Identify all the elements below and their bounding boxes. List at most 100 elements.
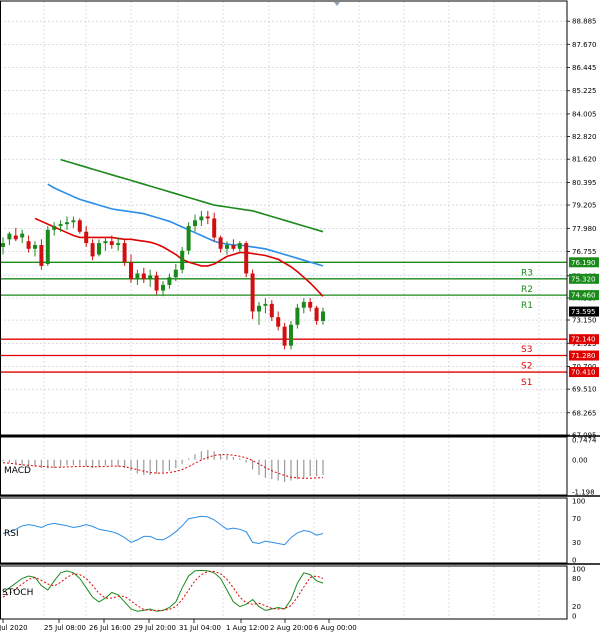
resistance-label: R1 xyxy=(521,301,533,311)
candle-body xyxy=(218,237,223,249)
candle-body xyxy=(173,269,178,278)
candle-body xyxy=(167,277,172,285)
macd-title: MACD xyxy=(4,466,31,476)
candle-body xyxy=(257,305,261,312)
candle-body xyxy=(52,226,57,230)
price-tick-label: 69.510 xyxy=(572,386,597,394)
price-tick-label: 73.150 xyxy=(572,317,597,325)
rsi-title: RSI xyxy=(4,529,19,539)
support-price-tag-bg xyxy=(569,334,599,345)
support-price-tag: 71.280 xyxy=(571,352,596,360)
candle-body xyxy=(84,231,89,244)
candle-body xyxy=(65,222,69,225)
candle-body xyxy=(282,326,287,346)
candle-body xyxy=(122,243,127,263)
time-tick-label: 6 Aug 00:00 xyxy=(314,624,357,632)
indicator-tick-label: 70 xyxy=(572,515,581,523)
candle-body xyxy=(244,243,249,274)
stoch-d-line xyxy=(2,570,324,611)
candle-body xyxy=(237,243,242,249)
candle-body xyxy=(103,241,108,244)
candle-body xyxy=(250,273,255,312)
current-price-tag: 73.595 xyxy=(571,308,596,316)
candle-body xyxy=(212,218,217,238)
indicator-tick-label: 100 xyxy=(572,566,585,574)
time-tick-label: 2 Aug 20:00 xyxy=(270,624,313,632)
panel-frames xyxy=(0,0,600,620)
candle-body xyxy=(199,216,204,221)
candle-body xyxy=(77,220,82,232)
panel-border xyxy=(0,497,568,564)
candle-body xyxy=(321,311,325,321)
candle-body xyxy=(269,303,274,318)
candle-body xyxy=(20,233,25,238)
price-tick-label: 77.980 xyxy=(572,225,597,233)
indicator-tick-label: 0.7474 xyxy=(572,437,597,445)
resistance-label: R3 xyxy=(521,268,533,278)
candle-body xyxy=(263,303,268,306)
candle-body xyxy=(116,243,121,246)
candle-body xyxy=(1,243,5,247)
macd-signal-line xyxy=(2,454,324,479)
candle-body xyxy=(141,273,146,280)
candle-body xyxy=(109,241,114,246)
current-price-tag-bg xyxy=(569,306,599,317)
candle-body xyxy=(314,307,319,321)
candle-body xyxy=(295,307,300,325)
resistance-price-tag: 75.320 xyxy=(571,275,596,283)
candle-body xyxy=(71,220,76,223)
resistance-price-tag: 76.190 xyxy=(571,259,596,267)
price-tick-label: 88.885 xyxy=(572,18,597,26)
stoch-k-line xyxy=(2,569,324,612)
support-label: S3 xyxy=(521,345,532,355)
price-tick-label: 67.095 xyxy=(572,432,597,440)
resistance-price-tag-bg xyxy=(569,257,599,268)
indicator-tick-label: 100 xyxy=(572,498,585,506)
candle-body xyxy=(205,216,210,219)
candle-body xyxy=(301,301,306,308)
indicator-tick-label: -1.198 xyxy=(572,489,595,497)
candle-body xyxy=(161,284,165,291)
resistance-price-tag-bg xyxy=(569,290,599,301)
candle-body xyxy=(39,245,44,266)
moving-average-line xyxy=(47,183,324,267)
moving-average-line xyxy=(34,217,324,297)
candle-body xyxy=(90,243,95,257)
candle-body xyxy=(7,233,12,240)
candle-body xyxy=(45,229,50,265)
candle-body xyxy=(148,275,153,280)
candle-body xyxy=(186,226,191,251)
time-tick-label: 24 Jul 2020 xyxy=(0,624,28,632)
candle-body xyxy=(154,275,159,291)
candle-body xyxy=(97,243,101,255)
indicator-tick-label: 0 xyxy=(572,557,576,565)
time-tick-label: 26 Jul 16:00 xyxy=(89,624,131,632)
support-label: S1 xyxy=(521,378,532,388)
support-price-tag-bg xyxy=(569,367,599,378)
resistance-label: R2 xyxy=(521,285,533,295)
support-label: S2 xyxy=(521,362,532,372)
indicator-panels: MACD RSI STOCH xyxy=(2,450,324,612)
time-tick-label: 31 Jul 04:00 xyxy=(179,624,221,632)
candle-body xyxy=(231,245,236,249)
price-tick-label: 82.820 xyxy=(572,133,597,141)
grid xyxy=(0,1,567,619)
candle-body xyxy=(193,220,197,227)
candle-body xyxy=(13,235,18,240)
panel-border xyxy=(0,0,568,436)
candle-body xyxy=(26,241,31,249)
resistance-price-tag-bg xyxy=(569,273,599,284)
support-price-tag: 72.140 xyxy=(571,336,596,344)
candlesticks xyxy=(1,210,325,350)
indicator-tick-label: 30 xyxy=(572,539,581,547)
support-resistance-levels: R3 R2 R1 S3 S2 S1 xyxy=(0,261,567,388)
candle-body xyxy=(33,245,37,249)
support-price-tag-bg xyxy=(569,350,599,361)
candle-body xyxy=(129,262,133,280)
price-tick-label: 85.225 xyxy=(572,87,597,95)
panel-border xyxy=(0,436,568,496)
candle-body xyxy=(308,301,313,308)
candle-body xyxy=(180,250,185,270)
price-tick-label: 68.265 xyxy=(572,409,597,417)
